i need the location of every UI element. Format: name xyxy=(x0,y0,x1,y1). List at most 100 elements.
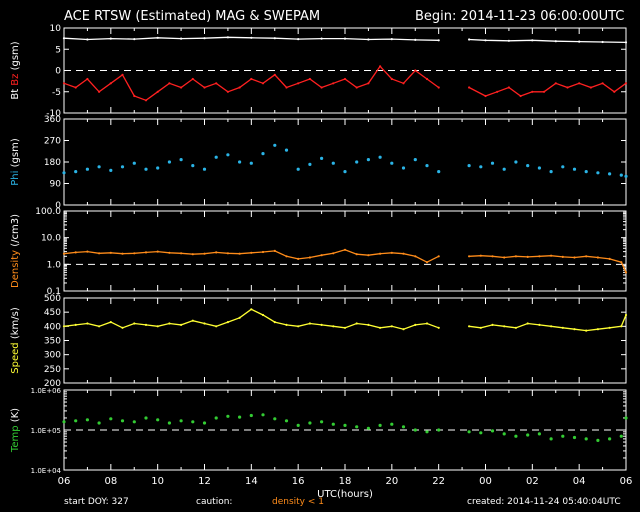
series-density-point xyxy=(561,255,564,258)
series-phi-point xyxy=(401,166,406,170)
series-density-point xyxy=(285,255,288,258)
series-bt-point xyxy=(468,38,471,41)
series-speed-point xyxy=(62,325,66,328)
series-speed-point xyxy=(355,322,358,325)
series-temp-point xyxy=(514,434,518,438)
panel-temp: 1.0E+06 1.0E+05 1.0E+04 Temp (K) xyxy=(10,387,628,475)
series-bz-point xyxy=(74,86,77,89)
series-temp-point xyxy=(85,418,89,422)
series-phi-point xyxy=(596,171,600,175)
series-bt-point xyxy=(367,38,370,41)
chart-title: ACE RTSW (Estimated) MAG & SWEPAM xyxy=(64,9,321,24)
series-speed-point xyxy=(379,326,382,329)
x-tick-label: 16 xyxy=(292,476,305,487)
series-bz-point xyxy=(215,82,218,85)
y-tick-label: 180 xyxy=(44,158,61,168)
series-density-point xyxy=(86,250,89,253)
series-temp-point xyxy=(355,425,359,429)
series-density-point xyxy=(62,252,66,255)
series-phi-point xyxy=(355,160,359,164)
series-temp-point xyxy=(120,419,125,423)
series-bz-point xyxy=(578,82,581,85)
series-bz-point xyxy=(250,77,253,81)
series-bz-point xyxy=(98,90,101,93)
series-density-point xyxy=(367,254,370,257)
y-tick-label: 450 xyxy=(44,308,61,318)
series-bz-point xyxy=(414,69,417,72)
series-speed-point xyxy=(437,326,440,329)
series-density-point xyxy=(550,254,553,257)
series-speed-point xyxy=(514,326,518,329)
series-speed-point xyxy=(367,323,370,326)
series-temp-point xyxy=(425,430,429,434)
series-density-point xyxy=(620,261,623,264)
series-bz-point xyxy=(519,94,522,98)
series-bz-point xyxy=(109,82,112,85)
series-temp-point xyxy=(261,413,265,417)
y-axis-label-part: (/cm3) xyxy=(10,214,21,250)
series-speed-point xyxy=(526,322,529,325)
series-bt-point xyxy=(86,38,89,41)
begin-time: Begin: 2014-11-23 06:00:00UTC xyxy=(415,9,625,24)
series-density-point xyxy=(156,250,159,253)
series-bz-point xyxy=(273,73,276,76)
series-bz-point xyxy=(531,90,534,93)
series-density-point xyxy=(526,255,529,258)
series-speed-point xyxy=(402,328,405,331)
series-bt-line xyxy=(469,38,627,44)
series-bz-point xyxy=(156,90,159,93)
series-phi-point xyxy=(572,167,577,171)
series-speed-point xyxy=(608,326,611,329)
series-phi-point xyxy=(425,164,429,168)
series-phi-point xyxy=(226,153,230,157)
series-temp-point xyxy=(308,421,312,425)
series-density-point xyxy=(437,255,440,258)
series-bt-point xyxy=(180,37,183,40)
series-bz-point xyxy=(367,82,370,85)
series-bt-point xyxy=(601,40,604,44)
series-bt-point xyxy=(484,39,487,42)
series-bz-point xyxy=(191,77,194,81)
series-speed-point xyxy=(414,323,417,326)
series-density-point xyxy=(379,252,382,255)
series-bt-point xyxy=(554,40,557,43)
series-phi-point xyxy=(378,155,382,159)
y-axis-label-part: Density xyxy=(10,250,21,288)
series-temp-point xyxy=(238,415,242,419)
series-speed-point xyxy=(180,323,183,326)
series-temp-point xyxy=(97,421,101,425)
series-phi-point xyxy=(109,168,113,172)
series-speed-line xyxy=(63,308,439,330)
y-tick-label: 200 xyxy=(44,379,61,389)
series-speed-point xyxy=(573,328,576,331)
series-density-point xyxy=(320,254,323,257)
series-density-point xyxy=(226,252,229,255)
series-density-point xyxy=(180,252,183,255)
series-speed-point xyxy=(215,325,218,328)
series-phi-point xyxy=(437,170,441,174)
series-density-point xyxy=(98,252,101,255)
series-bz-point xyxy=(566,86,569,89)
series-speed-point xyxy=(261,313,265,317)
series-phi-point xyxy=(202,167,207,171)
series-temp-point xyxy=(320,420,324,424)
series-bz-point xyxy=(320,86,323,89)
y-tick-label: 250 xyxy=(44,365,61,375)
series-phi-point xyxy=(132,161,136,165)
series-temp-point xyxy=(284,419,289,423)
y-tick-label: 300 xyxy=(44,351,61,361)
series-density-point xyxy=(308,256,311,259)
series-phi-point xyxy=(238,160,242,164)
series-bt-point xyxy=(437,39,440,42)
series-bz-point xyxy=(554,82,557,85)
series-phi-point xyxy=(144,167,148,171)
series-density-point xyxy=(343,248,347,251)
y-axis-label: Speed (km/s) xyxy=(10,307,21,374)
series-speed-point xyxy=(74,323,77,326)
series-phi-point xyxy=(537,166,542,170)
series-speed-point xyxy=(285,323,288,326)
series-phi-point xyxy=(413,158,417,162)
series-speed-point xyxy=(273,321,276,324)
series-density-point xyxy=(479,254,482,257)
